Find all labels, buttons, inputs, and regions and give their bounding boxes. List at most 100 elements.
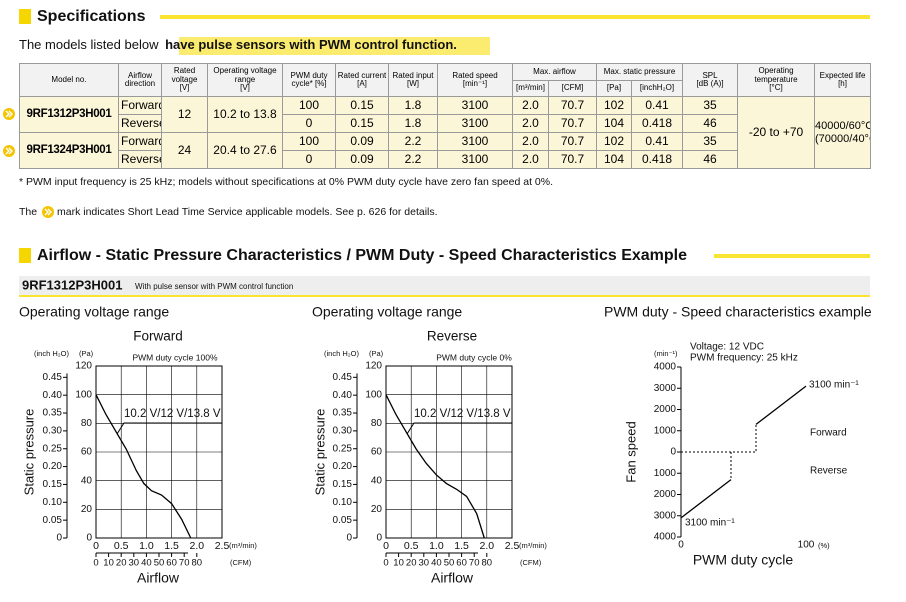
model-bar-rule: [19, 295, 870, 297]
cell: 100: [282, 96, 336, 115]
cell: 3100: [437, 114, 513, 133]
header-unit: [dB (A)]: [696, 79, 724, 88]
axis-unit: (Pa): [369, 349, 384, 358]
header-label: Rated input: [392, 70, 434, 80]
header-label: Rated speed: [452, 70, 498, 80]
y2-tick-label: 0.30: [333, 426, 353, 437]
y-tick-label: 40: [81, 475, 93, 486]
y-tick-label: 60: [81, 447, 93, 458]
model-cell: 9RF1324P3H001: [19, 132, 119, 169]
y2-tick-label: 0.15: [333, 479, 353, 490]
header-unit: [inchH₂O]: [630, 80, 684, 97]
speed-line: [680, 479, 732, 519]
header-cell: Airflow direction: [118, 63, 162, 97]
y-axis-label: Static pressure: [312, 409, 327, 496]
section-title: Specifications: [37, 8, 146, 25]
title-rule: [714, 254, 870, 258]
y-tick-label: 3000: [654, 383, 677, 394]
footnote: * PWM input frequency is 25 kHz; models …: [19, 176, 553, 188]
model-bar: [19, 276, 870, 296]
cell: 0.15: [335, 96, 389, 115]
annotation: 10.2 V/12 V/13.8 V: [414, 408, 511, 420]
chart-subtitle: PWM duty cycle 0%: [436, 352, 512, 362]
cell: 0.09: [335, 132, 389, 151]
y-tick-label: 120: [75, 361, 92, 372]
x2-tick-label: 0: [93, 558, 98, 569]
cell: 102: [596, 132, 632, 151]
x-axis-label: PWM duty cycle: [693, 552, 794, 568]
y-tick-label: 100: [365, 389, 382, 400]
x-tick-label: 2.5: [505, 540, 520, 552]
y-tick-label: 4000: [654, 362, 677, 373]
header-unit: [CFM]: [548, 80, 597, 97]
annotation: 10.2 V/12 V/13.8 V: [124, 408, 221, 420]
y-tick-label: 0: [670, 447, 676, 458]
x-tick-label: 2.5: [215, 540, 230, 552]
x2-tick-label: 60: [456, 558, 467, 569]
cell: 0: [282, 114, 336, 133]
data-row: Reverse 0 0.15 1.8 3100 2.0 70.7 104 0.418 46: [20, 114, 871, 133]
chart-title: Forward: [133, 329, 183, 344]
axis-unit: (m³/min): [519, 541, 547, 550]
x-tick-label: 100: [798, 540, 815, 551]
cell: 0.41: [630, 96, 684, 115]
curve: [95, 394, 192, 539]
header-label: Model no.: [51, 74, 87, 84]
x2-tick-label: 30: [129, 558, 140, 569]
cell: 0.15: [335, 114, 389, 133]
cell: 70.7: [548, 96, 597, 115]
y2-tick-label: 0: [56, 533, 62, 544]
axis-unit: (%): [818, 541, 830, 550]
guide-line: [681, 424, 757, 480]
header-label: Expected life: [819, 70, 866, 80]
x2-tick-label: 30: [419, 558, 430, 569]
cell: Forward: [118, 132, 162, 151]
cell: Reverse: [118, 150, 162, 169]
y2-tick-label: 0.20: [43, 461, 63, 472]
cell: 102: [596, 96, 632, 115]
header-unit: [m³/min]: [512, 80, 549, 97]
intro-bold: have pulse sensors with PWM control func…: [165, 37, 457, 52]
x2-tick-label: 10: [393, 558, 404, 569]
header-unit: [W]: [407, 79, 419, 88]
title-rule: [160, 15, 870, 19]
data-row: 9RF1324P3H001 Forward 24 20.4 to 27.6 100 0.0…: [19, 132, 871, 169]
header-label: Rated current: [337, 70, 387, 80]
cell: 2.2: [388, 132, 438, 151]
y-tick-label: 80: [371, 418, 383, 429]
cell: 2.2: [388, 150, 438, 169]
chart-title: Reverse: [427, 329, 477, 344]
header-label: Operating temperature: [754, 66, 798, 84]
section-title: Airflow - Static Pressure Characteristic…: [37, 247, 687, 264]
y2-tick-label: 0: [346, 533, 352, 544]
y2-tick-label: 0.15: [43, 479, 63, 490]
y2-tick-label: 0.35: [43, 408, 63, 419]
y-tick-label: 100: [75, 389, 92, 400]
x-tick-label: 1.5: [164, 540, 179, 552]
x2-tick-label: 50: [444, 558, 455, 569]
cell: 70.7: [548, 114, 597, 133]
footnote: mark indicates Short Lead Time Service a…: [57, 206, 438, 218]
spec-table: Model no. Airflow direction Rated voltage[…: [19, 63, 872, 169]
x-tick-label: 1.5: [454, 540, 469, 552]
cell: 46: [682, 114, 739, 133]
header-unit: [A]: [357, 79, 367, 88]
header-unit: [h]: [838, 79, 847, 88]
intro: The models listed below have pulse senso…: [19, 37, 457, 52]
header-cell: Rated current [A]: [335, 63, 389, 97]
cell: 3100: [437, 132, 513, 151]
title-square: [19, 248, 31, 263]
y-tick-label: 0: [86, 533, 92, 544]
model-name: 9RF1312P3H001: [22, 277, 122, 292]
cell: 2.0: [512, 150, 549, 169]
x2-tick-label: 10: [103, 558, 114, 569]
model-cell: 9RF1312P3H001: [19, 96, 119, 133]
cell: Reverse: [118, 114, 162, 133]
x2-tick-label: 40: [141, 558, 152, 569]
x-tick-label: 1.0: [429, 540, 444, 552]
footnote: The: [19, 206, 37, 218]
x-tick-label: 1.0: [139, 540, 154, 552]
y2-tick-label: 0.35: [333, 408, 353, 419]
